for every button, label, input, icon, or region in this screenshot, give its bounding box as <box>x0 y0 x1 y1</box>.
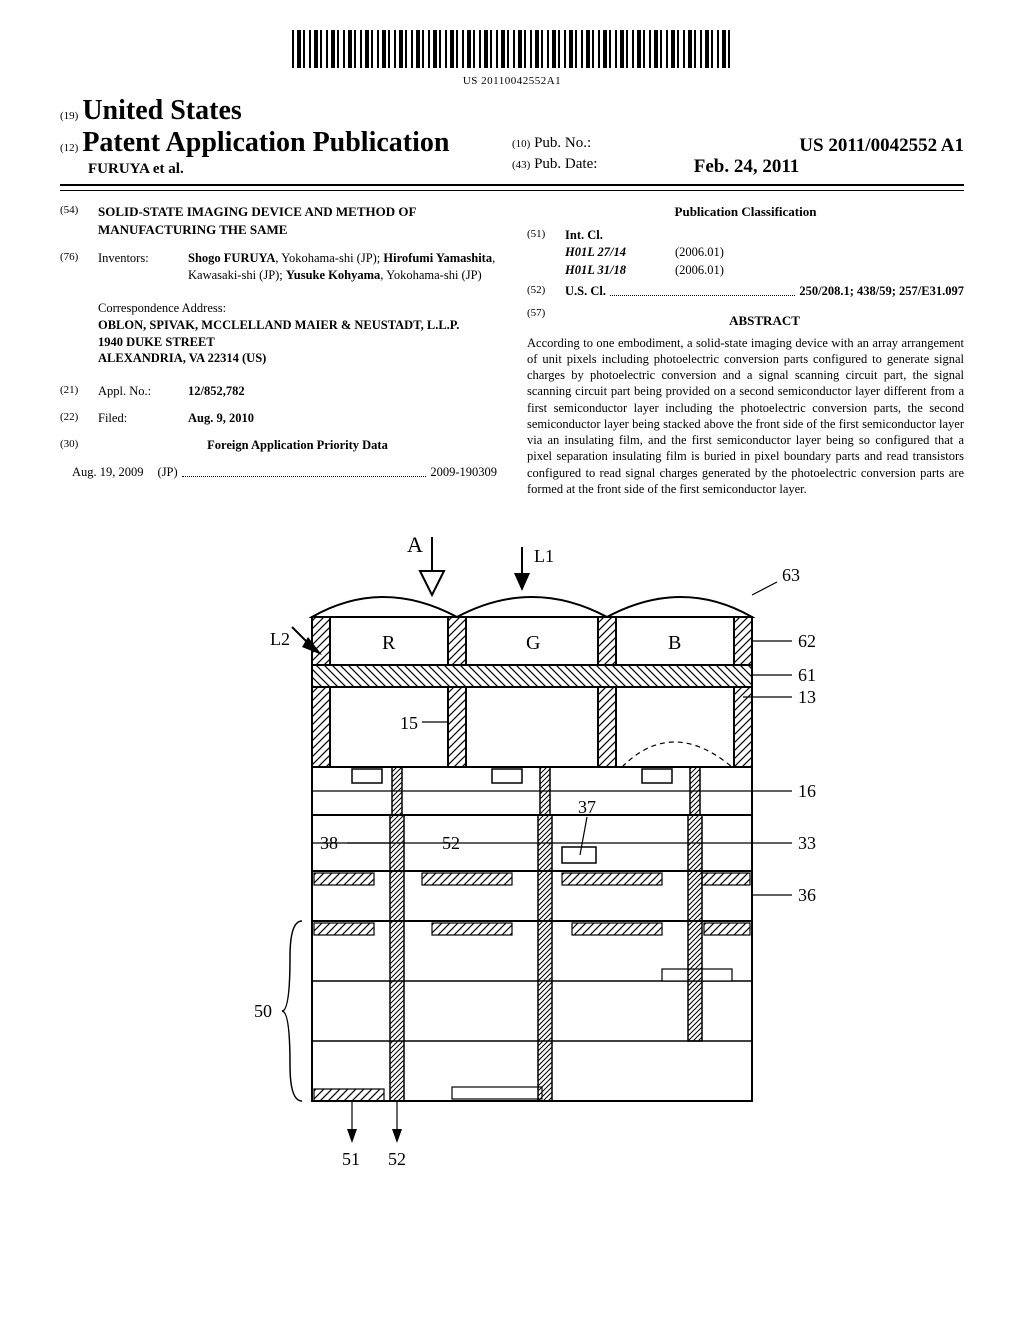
pubno-label: Pub. No.: <box>534 135 591 151</box>
uscl-value: 250/208.1; 438/59; 257/E31.097 <box>799 283 964 300</box>
header-rule <box>60 190 964 191</box>
filed-label: Filed: <box>98 410 188 427</box>
inventors-value: Shogo FURUYA, Yokohama-shi (JP); Hirofum… <box>188 250 497 284</box>
label-36: 36 <box>798 885 816 905</box>
intcl-code: (51) <box>527 227 565 244</box>
cross-section-diagram: A L1 L2 R G B 63 62 61 13 15 16 37 38 52… <box>192 517 832 1197</box>
correspondence: Correspondence Address: OBLON, SPIVAK, M… <box>98 300 497 368</box>
label-15: 15 <box>400 713 418 733</box>
correspondence-label: Correspondence Address: <box>98 300 497 317</box>
label-16: 16 <box>798 781 816 801</box>
classification-heading: Publication Classification <box>527 203 964 221</box>
label-37: 37 <box>578 797 596 817</box>
label-L1: L1 <box>534 546 554 566</box>
header-row: (19) United States (12) Patent Applicati… <box>60 95 964 186</box>
inventors-label: Inventors: <box>98 250 188 284</box>
barcode-number: US 20110042552A1 <box>60 75 964 87</box>
pubdate-code: (43) <box>512 159 530 171</box>
uscl-code: (52) <box>527 283 565 300</box>
label-61: 61 <box>798 665 816 685</box>
foreign-num: 2009-190309 <box>430 464 497 481</box>
label-R: R <box>382 632 396 654</box>
country-code: (19) <box>60 110 78 122</box>
barcode-block: US 20110042552A1 <box>60 30 964 87</box>
barcode-graphic <box>292 30 732 68</box>
label-G: G <box>526 632 540 654</box>
applno-code: (21) <box>60 383 98 400</box>
intcl-1-code: H01L 27/14 <box>565 244 675 261</box>
dotted-leader <box>182 476 427 477</box>
filed-code: (22) <box>60 410 98 427</box>
pubno: US 2011/0042552 A1 <box>799 135 964 157</box>
correspondence-line-3: ALEXANDRIA, VA 22314 (US) <box>98 351 266 365</box>
diagram-container: A L1 L2 R G B 63 62 61 13 15 16 37 38 52… <box>60 517 964 1197</box>
intcl-2-year: (2006.01) <box>675 262 724 279</box>
intcl-2-code: H01L 31/18 <box>565 262 675 279</box>
country: United States <box>82 95 241 126</box>
left-column: (54) SOLID-STATE IMAGING DEVICE AND METH… <box>60 203 497 497</box>
label-33: 33 <box>798 833 816 853</box>
pubdate-label: Pub. Date: <box>534 156 597 172</box>
invention-title: SOLID-STATE IMAGING DEVICE AND METHOD OF… <box>98 203 497 238</box>
pubdate: Feb. 24, 2011 <box>694 156 800 178</box>
correspondence-line-2: 1940 DUKE STREET <box>98 335 215 349</box>
pub-type-code: (12) <box>60 142 78 154</box>
uscl-dotted <box>610 279 795 296</box>
label-52: 52 <box>388 1149 406 1169</box>
right-column: Publication Classification (51) Int. Cl.… <box>527 203 964 497</box>
foreign-country: (JP) <box>158 464 178 481</box>
abstract-text: According to one embodiment, a solid-sta… <box>527 335 964 498</box>
label-38: 38 <box>320 833 338 853</box>
intcl-label: Int. Cl. <box>565 227 625 244</box>
inventors-code: (76) <box>60 250 98 284</box>
applno: 12/852,782 <box>188 384 245 398</box>
correspondence-line-1: OBLON, SPIVAK, MCCLELLAND MAIER & NEUSTA… <box>98 318 459 332</box>
intcl-1-year: (2006.01) <box>675 244 724 261</box>
foreign-title: Foreign Application Priority Data <box>98 437 497 454</box>
label-63: 63 <box>782 565 800 585</box>
title-code: (54) <box>60 203 98 238</box>
uscl-label: U.S. Cl. <box>565 283 606 300</box>
label-A: A <box>407 532 423 557</box>
label-B: B <box>668 632 681 654</box>
abstract-code: (57) <box>527 306 565 334</box>
pub-type: Patent Application Publication <box>82 127 449 158</box>
foreign-code: (30) <box>60 437 98 454</box>
label-51: 51 <box>342 1149 360 1169</box>
pubno-code: (10) <box>512 138 530 150</box>
label-L2: L2 <box>270 629 290 649</box>
foreign-date: Aug. 19, 2009 <box>72 464 144 481</box>
label-50: 50 <box>254 1001 272 1021</box>
label-62: 62 <box>798 631 816 651</box>
label-52b: 52 <box>442 833 460 853</box>
applno-label: Appl. No.: <box>98 383 188 400</box>
label-13: 13 <box>798 687 816 707</box>
authors: FURUYA et al. <box>88 161 512 178</box>
abstract-label: ABSTRACT <box>565 312 964 330</box>
filed: Aug. 9, 2010 <box>188 411 254 425</box>
